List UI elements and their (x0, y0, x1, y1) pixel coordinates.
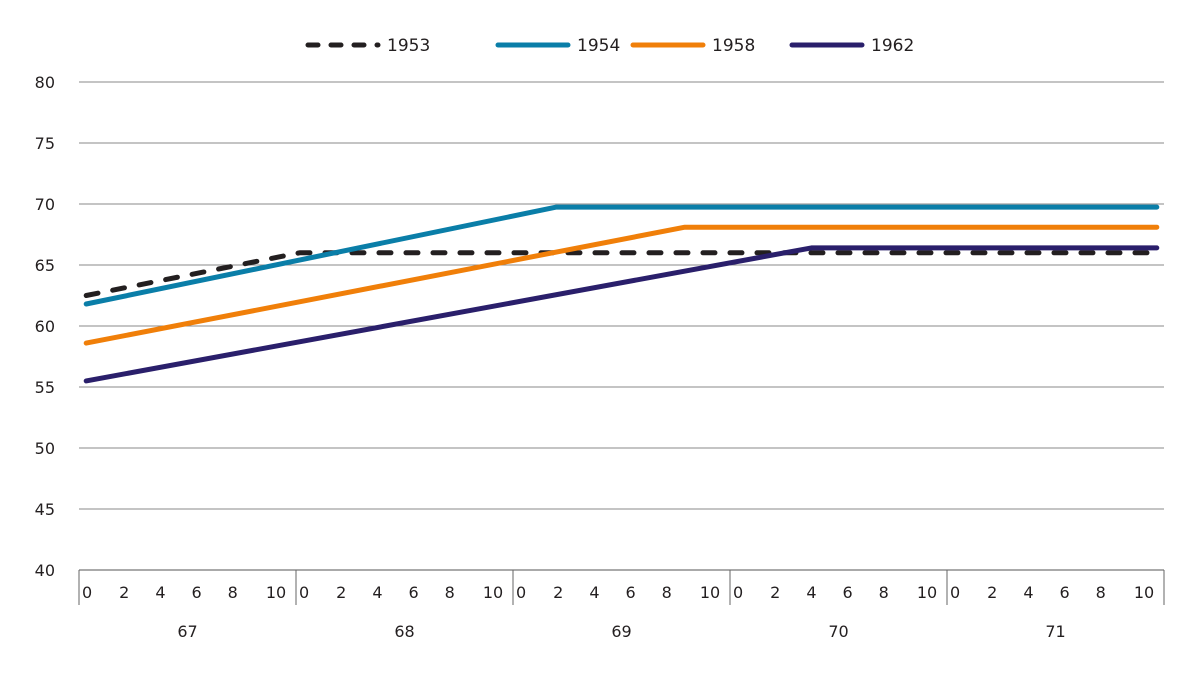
x-minor-tick-label: 6 (843, 583, 853, 602)
x-minor-tick-label: 6 (1060, 583, 1070, 602)
y-tick-label: 40 (35, 561, 55, 580)
x-minor-tick-label: 4 (1023, 583, 1033, 602)
x-minor-tick-label: 8 (1096, 583, 1106, 602)
x-group-label: 67 (177, 622, 197, 641)
x-minor-tick-label: 10 (1134, 583, 1154, 602)
y-tick-label: 70 (35, 195, 55, 214)
y-gridlines (79, 81, 1164, 510)
x-group-label: 68 (394, 622, 414, 641)
x-minor-tick-label: 4 (155, 583, 165, 602)
x-minor-tick-label: 6 (192, 583, 202, 602)
y-tick-label: 45 (35, 500, 55, 519)
x-minor-tick-label: 6 (626, 583, 636, 602)
legend-label: 1958 (712, 36, 755, 56)
x-minor-tick-label: 10 (483, 583, 503, 602)
legend-label: 1954 (577, 36, 620, 56)
y-tick-label: 60 (35, 317, 55, 336)
series-line-1953 (83, 250, 1160, 298)
x-group-label: 70 (828, 622, 848, 641)
x-minor-tick-label: 8 (879, 583, 889, 602)
y-tick-label: 75 (35, 134, 55, 153)
x-minor-tick-label: 2 (770, 583, 780, 602)
series-line-1954 (83, 204, 1160, 307)
y-axis-ticks: 40 45 50 55 60 65 70 75 80 (35, 73, 55, 580)
x-minor-tick-label: 6 (409, 583, 419, 602)
x-minor-tick-label: 0 (733, 583, 743, 602)
series-lines (83, 204, 1160, 384)
x-minor-tick-label: 8 (445, 583, 455, 602)
x-minor-tick-label: 2 (553, 583, 563, 602)
y-tick-label: 80 (35, 73, 55, 92)
y-tick-label: 65 (35, 256, 55, 275)
legend-label: 1962 (871, 36, 914, 56)
y-tick-label: 55 (35, 378, 55, 397)
y-tick-label: 50 (35, 439, 55, 458)
x-minor-tick-label: 2 (336, 583, 346, 602)
x-minor-tick-label: 8 (228, 583, 238, 602)
x-minor-tick-label: 4 (806, 583, 816, 602)
x-minor-tick-label: 4 (372, 583, 382, 602)
legend: 1953 1954 1958 1962 (305, 36, 914, 56)
x-minor-tick-label: 2 (119, 583, 129, 602)
x-minor-tick-label: 10 (266, 583, 286, 602)
x-minor-tick-label: 0 (516, 583, 526, 602)
x-minor-tick-label: 0 (950, 583, 960, 602)
series-line-1958 (83, 224, 1160, 346)
x-group-label: 69 (611, 622, 631, 641)
series-line-1962 (83, 245, 1160, 384)
x-minor-tick-label: 10 (700, 583, 720, 602)
x-minor-tick-label: 4 (589, 583, 599, 602)
x-minor-tick-label: 8 (662, 583, 672, 602)
x-group-label: 71 (1045, 622, 1065, 641)
x-minor-tick-label: 10 (917, 583, 937, 602)
x-minor-tick-label: 2 (987, 583, 997, 602)
legend-label: 1953 (387, 36, 430, 56)
x-minor-tick-label: 0 (82, 583, 92, 602)
x-minor-tick-label: 0 (299, 583, 309, 602)
